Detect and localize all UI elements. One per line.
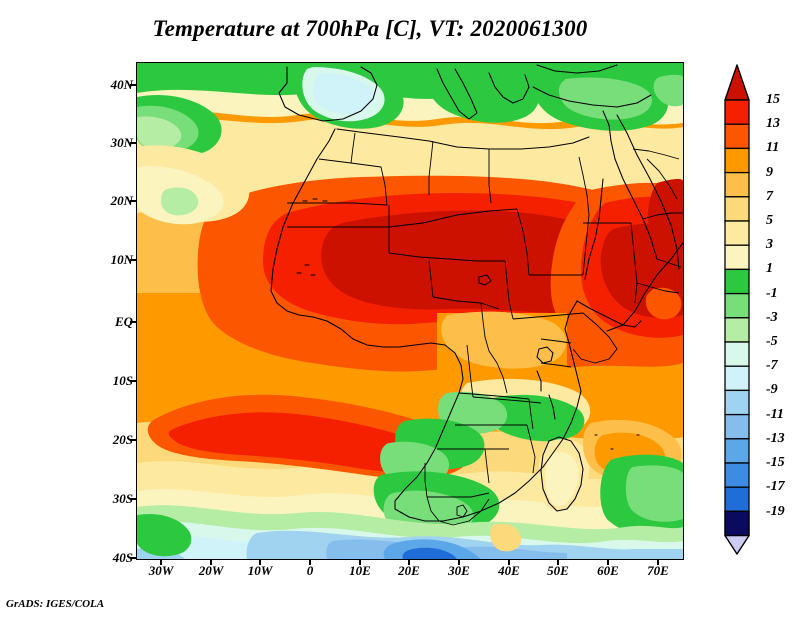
colorbar-tick-label: 1 — [766, 261, 773, 276]
credit-text: GrADS: IGES/COLA — [6, 598, 105, 610]
x-tick-label: 70E — [647, 563, 669, 578]
y-tick-mark — [130, 380, 136, 382]
colorbar-tick-label: -5 — [766, 334, 778, 349]
y-tick-mark — [130, 498, 136, 500]
y-tick-label: EQ — [114, 314, 133, 329]
y-tick-mark — [130, 321, 136, 323]
x-tick-mark — [309, 559, 311, 565]
colorbar-tick-label: 13 — [766, 116, 780, 131]
x-tick-mark — [210, 559, 212, 565]
x-tick-label: 50E — [547, 563, 569, 578]
y-tick-label: 40S — [112, 550, 133, 565]
x-tick-mark — [408, 559, 410, 565]
x-tick-label: 60E — [597, 563, 619, 578]
colorbar-swatches — [724, 64, 750, 555]
x-tick-mark — [508, 559, 510, 565]
colorbar-tick-label: -1 — [766, 286, 778, 301]
x-tick-label: 0 — [306, 563, 314, 578]
y-tick-label: 10N — [110, 252, 133, 267]
colorbar-tick-label: -15 — [766, 455, 785, 470]
colorbar-tick-label: 11 — [766, 140, 780, 155]
y-tick-label: 10S — [112, 373, 133, 388]
x-tick-mark — [359, 559, 361, 565]
colorbar-tick-label: -11 — [766, 407, 784, 422]
y-tick-label: 20N — [110, 193, 133, 208]
country-borders-overlay — [287, 132, 683, 526]
y-tick-label: 30S — [112, 491, 133, 506]
colorbar-tick-label: -3 — [766, 310, 778, 325]
x-tick-label: 30W — [148, 563, 174, 578]
x-tick-mark — [657, 559, 659, 565]
colorbar-tick-label: -19 — [766, 504, 785, 519]
y-tick-label: 20S — [112, 432, 133, 447]
x-tick-label: 10E — [349, 563, 371, 578]
y-tick-mark — [130, 259, 136, 261]
colorbar-tick-label: 3 — [766, 237, 773, 252]
colorbar-tick-label: -13 — [766, 431, 785, 446]
temperature-heatmap — [137, 63, 683, 559]
x-tick-mark — [557, 559, 559, 565]
x-tick-mark — [458, 559, 460, 565]
colorbar-tick-label: -17 — [766, 479, 785, 494]
x-tick-label: 10W — [247, 563, 273, 578]
y-tick-label: 30N — [110, 135, 133, 150]
y-tick-mark — [130, 142, 136, 144]
x-tick-label: 20E — [398, 563, 420, 578]
x-tick-label: 20W — [198, 563, 224, 578]
y-tick-mark — [130, 84, 136, 86]
y-tick-mark — [130, 200, 136, 202]
colorbar-tick-label: -7 — [766, 358, 778, 373]
colorbar-tick-label: 15 — [766, 92, 780, 107]
colorbar-tick-label: -9 — [766, 382, 778, 397]
colorbar-tick-label: 9 — [766, 165, 773, 180]
x-tick-label: 40E — [498, 563, 520, 578]
x-tick-mark — [160, 559, 162, 565]
y-tick-label: 40N — [110, 77, 133, 92]
colorbar-tick-label: 7 — [766, 189, 773, 204]
colorbar-tick-label: 5 — [766, 213, 773, 228]
y-tick-mark — [130, 557, 136, 559]
y-tick-mark — [130, 439, 136, 441]
x-tick-label: 30E — [448, 563, 470, 578]
x-tick-mark — [607, 559, 609, 565]
page-title: Temperature at 700hPa [C], VT: 202006130… — [152, 16, 588, 41]
x-tick-mark — [259, 559, 261, 565]
map-plot-area — [136, 62, 684, 560]
colorbar: 15 13 11 9 7 5 3 1 -1 -3 -5 -7 -9 -11 -1… — [720, 62, 794, 558]
